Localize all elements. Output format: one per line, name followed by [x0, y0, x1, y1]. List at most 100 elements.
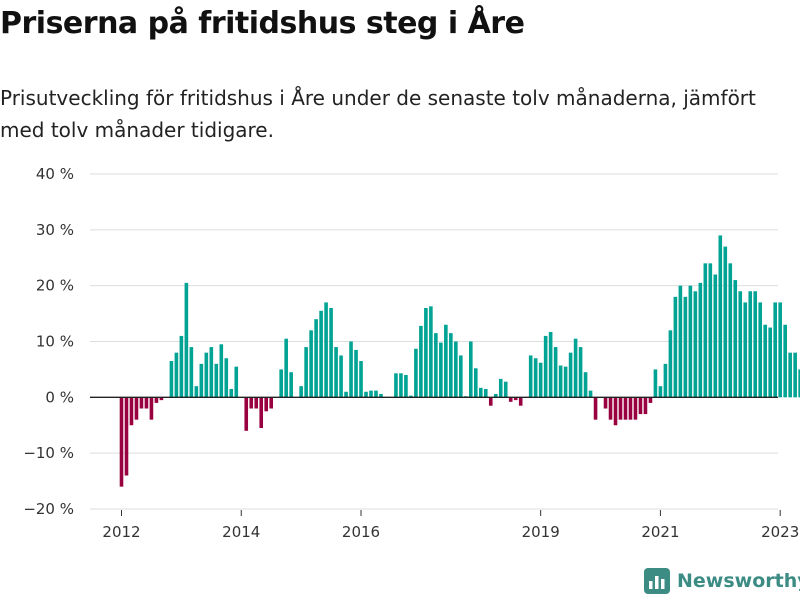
bar	[778, 302, 782, 398]
bar	[653, 369, 658, 398]
bar	[304, 347, 308, 398]
y-tick-label: 20 %	[36, 277, 74, 295]
bar	[349, 341, 353, 398]
bars	[119, 235, 800, 487]
bar	[743, 302, 748, 398]
bar	[648, 397, 653, 403]
bar	[459, 355, 463, 398]
bar	[264, 397, 269, 412]
bar	[578, 347, 583, 398]
y-tick-label: 0 %	[45, 388, 74, 406]
y-axis: −20 % −10 % 0 % 10 % 20 % 30 % 40 %	[23, 165, 74, 518]
bar	[678, 285, 683, 398]
bar	[728, 263, 733, 398]
bar	[488, 397, 493, 406]
bar	[583, 372, 588, 398]
bar	[299, 386, 303, 398]
y-tick-label: 10 %	[36, 333, 74, 351]
bar	[603, 397, 608, 409]
bar	[483, 388, 488, 398]
bar	[758, 302, 763, 398]
bar	[224, 358, 229, 398]
bar	[478, 387, 483, 398]
bar	[623, 397, 628, 420]
bar	[184, 282, 189, 398]
bar	[279, 369, 283, 398]
bar	[429, 306, 433, 398]
bar	[633, 397, 638, 420]
bar	[324, 302, 328, 398]
bar	[169, 361, 174, 398]
bar	[379, 393, 383, 398]
bar	[254, 397, 259, 409]
bar	[528, 355, 533, 398]
bar	[344, 391, 348, 398]
bar	[663, 363, 668, 398]
y-tick-label: −10 %	[23, 444, 74, 462]
bar	[698, 282, 703, 398]
bar	[144, 397, 149, 409]
bar	[329, 308, 333, 398]
bar	[179, 335, 184, 398]
bar	[608, 397, 613, 420]
bar	[763, 324, 768, 398]
bar	[259, 397, 264, 429]
bar	[444, 324, 448, 398]
bar	[364, 391, 368, 398]
bar	[244, 397, 249, 431]
x-tick-label: 2021	[641, 523, 679, 541]
bar	[738, 291, 743, 398]
bar	[309, 330, 313, 398]
bar-chart: −20 % −10 % 0 % 10 % 20 % 30 % 40 % 2012 2014 20…	[23, 165, 800, 541]
bar	[733, 280, 738, 398]
bar	[668, 330, 673, 398]
bar	[673, 296, 678, 398]
bar	[449, 333, 453, 398]
x-tick-label: 2019	[522, 523, 560, 541]
bar	[189, 347, 194, 398]
bar	[658, 386, 663, 398]
bar	[618, 397, 623, 420]
bar	[533, 358, 538, 398]
bar	[434, 333, 438, 398]
bar	[693, 291, 698, 398]
bar	[558, 365, 563, 398]
bar	[419, 325, 423, 398]
bar	[139, 397, 144, 409]
bar	[159, 397, 164, 401]
y-tick-label: −20 %	[23, 500, 74, 518]
bar	[638, 397, 643, 415]
bar	[204, 352, 209, 398]
bar	[538, 362, 543, 398]
x-tick-label: 2016	[342, 523, 380, 541]
bar	[404, 375, 408, 398]
bar	[129, 397, 134, 426]
x-tick-label: 2023	[761, 523, 799, 541]
x-axis: 2012201420162019202120232025	[102, 510, 799, 541]
bar	[174, 352, 179, 398]
bar	[424, 308, 428, 398]
bar	[643, 397, 648, 415]
bar	[768, 327, 772, 398]
bar	[354, 349, 358, 398]
bar	[613, 397, 618, 426]
bar	[503, 381, 508, 398]
bar	[783, 324, 787, 398]
bar	[748, 291, 753, 398]
bar	[518, 397, 523, 406]
bar	[573, 338, 578, 398]
bar	[553, 347, 558, 398]
bar	[374, 390, 378, 398]
bar	[154, 397, 159, 403]
bar	[314, 319, 318, 398]
logo-text: Newsworthy	[677, 570, 800, 592]
bar	[399, 373, 403, 398]
bar	[469, 341, 473, 398]
bar	[773, 302, 777, 398]
newsworthy-bar-chart-icon	[644, 568, 670, 594]
bar	[134, 397, 139, 420]
bar	[149, 397, 154, 420]
bar	[713, 274, 718, 398]
bar	[269, 397, 273, 409]
bar	[234, 366, 239, 398]
